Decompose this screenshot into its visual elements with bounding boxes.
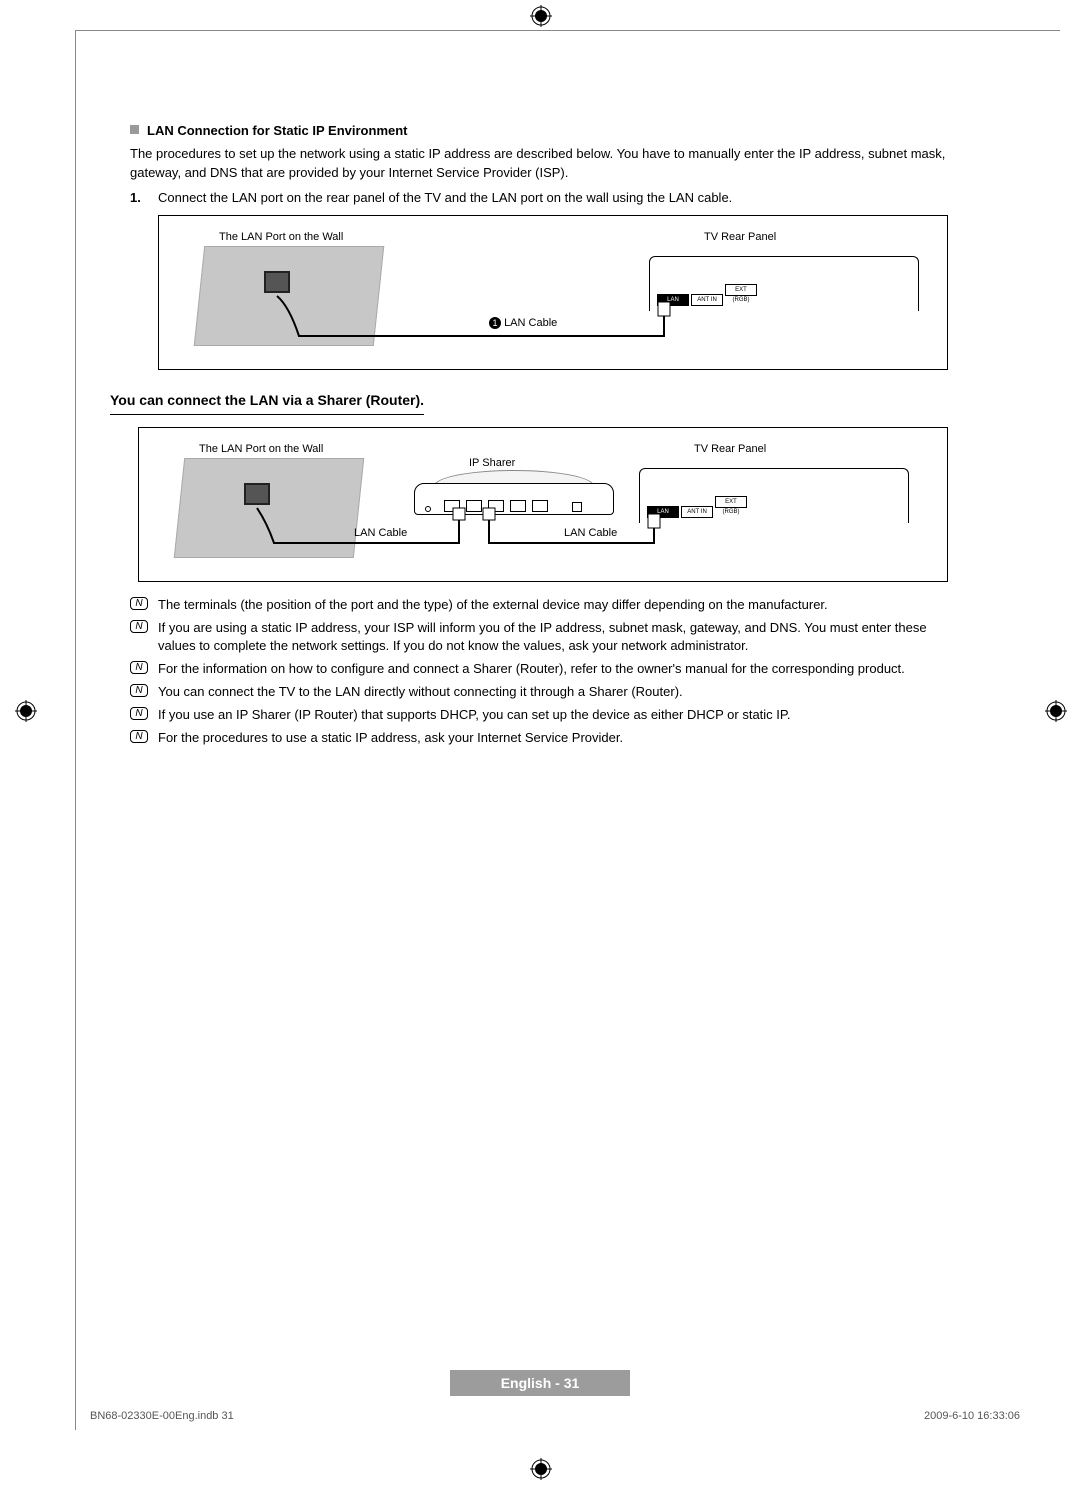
lan-cables-icon: [139, 428, 949, 583]
note-text: For the procedures to use a static IP ad…: [158, 730, 623, 745]
registration-mark-icon: [530, 1458, 552, 1480]
diagram-lan-direct: The LAN Port on the Wall TV Rear Panel L…: [158, 215, 948, 370]
note-icon: N: [130, 597, 148, 610]
note-text: For the information on how to configure …: [158, 661, 905, 676]
note-icon: N: [130, 707, 148, 720]
footer-filename: BN68-02330E-00Eng.indb 31: [90, 1410, 234, 1422]
note-item: N The terminals (the position of the port…: [130, 596, 955, 615]
square-bullet-icon: [130, 125, 139, 134]
note-text: The terminals (the position of the port …: [158, 597, 828, 612]
subsection-title: You can connect the LAN via a Sharer (Ro…: [110, 390, 424, 414]
note-item: N You can connect the TV to the LAN direc…: [130, 683, 955, 702]
registration-mark-icon: [530, 5, 552, 27]
step-text: Connect the LAN port on the rear panel o…: [158, 190, 732, 205]
section-title: LAN Connection for Static IP Environment: [130, 122, 955, 141]
note-item: N For the procedures to use a static IP a…: [130, 729, 955, 748]
note-icon: N: [130, 661, 148, 674]
note-item: N If you use an IP Sharer (IP Router) tha…: [130, 706, 955, 725]
circled-one-icon: 1: [489, 317, 501, 329]
lan-cable-left-label: LAN Cable: [354, 526, 407, 542]
crop-mark: [1000, 30, 1060, 31]
note-text: You can connect the TV to the LAN direct…: [158, 684, 683, 699]
note-text: If you are using a static IP address, yo…: [158, 620, 927, 654]
registration-mark-icon: [1045, 700, 1067, 722]
registration-mark-icon: [15, 700, 37, 722]
step-number: 1.: [130, 189, 141, 208]
page-content: LAN Connection for Static IP Environment…: [130, 122, 955, 752]
note-icon: N: [130, 730, 148, 743]
lan-cable-icon: [159, 216, 949, 371]
step-1: 1. Connect the LAN port on the rear pane…: [130, 189, 955, 208]
note-item: N If you are using a static IP address, y…: [130, 619, 955, 657]
lan-cable-label: 1 LAN Cable: [489, 316, 557, 332]
intro-paragraph: The procedures to set up the network usi…: [130, 145, 955, 183]
lan-cable-right-label: LAN Cable: [564, 526, 617, 542]
note-item: N For the information on how to configure…: [130, 660, 955, 679]
section-title-text: LAN Connection for Static IP Environment: [147, 123, 408, 138]
footer-timestamp: 2009-6-10 16:33:06: [924, 1410, 1020, 1422]
page-number-label: English - 31: [450, 1370, 630, 1396]
note-icon: N: [130, 620, 148, 633]
note-text: If you use an IP Sharer (IP Router) that…: [158, 707, 791, 722]
note-icon: N: [130, 684, 148, 697]
diagram-lan-router: The LAN Port on the Wall IP Sharer TV Re…: [138, 427, 948, 582]
